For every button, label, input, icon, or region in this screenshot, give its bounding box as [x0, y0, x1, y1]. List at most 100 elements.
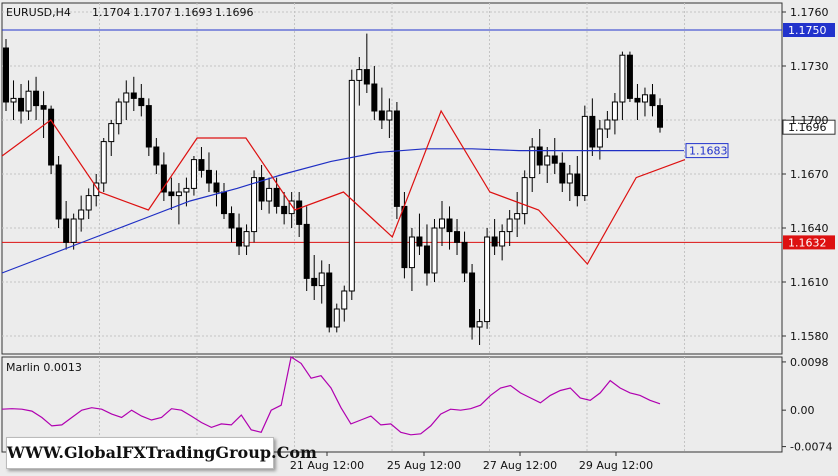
- bear-candle-body: [236, 227, 243, 247]
- candle: [213, 170, 220, 207]
- bear-candle-body: [589, 115, 596, 148]
- bear-candle-body: [296, 200, 303, 225]
- bear-candle-body: [213, 182, 220, 193]
- price-axis: 1.1760 1.1730 1.1700 1.1670 1.1640 1.1610 1.15…: [782, 6, 829, 343]
- candle: [581, 105, 588, 201]
- bear-candle-body: [536, 146, 543, 166]
- bear-candle-body: [205, 169, 212, 184]
- candle: [183, 177, 190, 207]
- bear-candle-body: [551, 155, 558, 164]
- bull-candle-body: [484, 236, 491, 323]
- bear-candle-body: [626, 54, 633, 99]
- y-tick-label: 1.1730: [790, 60, 829, 73]
- chart-title: EURUSD,H4: [6, 6, 71, 19]
- bear-candle-body: [258, 177, 265, 202]
- candle: [393, 102, 400, 219]
- candle: [454, 219, 461, 255]
- bear-candle-body: [454, 231, 461, 243]
- candle: [514, 192, 521, 237]
- bull-candle-body: [356, 69, 363, 81]
- candle: [446, 206, 453, 250]
- candle: [544, 147, 551, 183]
- candle: [303, 206, 310, 291]
- candle: [48, 105, 55, 174]
- bear-candle-body: [130, 92, 137, 99]
- candle: [641, 87, 648, 117]
- candle: [566, 165, 573, 201]
- y-tick-label: 1.1670: [790, 168, 829, 181]
- y-tick-label: 1.1580: [790, 330, 829, 343]
- ohlc-low: 1.1693: [174, 6, 213, 19]
- x-tick-label: 21 Aug 12:00: [290, 459, 364, 472]
- bull-candle-body: [408, 236, 415, 269]
- candle: [55, 156, 62, 228]
- price-levels: 1.1750 1.1632 1.1696: [2, 23, 836, 250]
- indicator-tick-label: -0.0074: [790, 441, 832, 454]
- candle: [461, 231, 468, 282]
- bear-candle-body: [393, 110, 400, 207]
- candle: [626, 51, 633, 102]
- bull-candle-body: [78, 209, 85, 220]
- bull-candle-body: [333, 308, 340, 328]
- bull-candle-body: [123, 92, 130, 103]
- level-label: 1.1750: [788, 24, 827, 37]
- bull-candle-body: [611, 101, 618, 121]
- bear-candle-body: [378, 110, 385, 121]
- blue-moving-average: [1, 148, 660, 274]
- candle: [408, 228, 415, 291]
- bull-candle-body: [439, 218, 445, 229]
- candle: [63, 201, 70, 250]
- bull-candle-body: [544, 155, 551, 166]
- candle: [175, 183, 182, 225]
- bear-candle-body: [63, 218, 70, 243]
- candle: [596, 120, 603, 160]
- candle: [40, 91, 47, 138]
- x-tick-label: 27 Aug 12:00: [483, 459, 557, 472]
- candle: [168, 177, 175, 210]
- last-price-box: [782, 119, 836, 135]
- bull-candle-body: [243, 231, 250, 247]
- candle: [258, 165, 265, 210]
- bear-candle-body: [401, 205, 408, 269]
- bull-candle-body: [499, 231, 506, 247]
- candle: [70, 213, 77, 250]
- candle: [78, 195, 85, 232]
- candle: [348, 69, 355, 300]
- candle: [296, 192, 303, 237]
- indicator-tick-label: 0.00: [790, 404, 815, 417]
- ohlc-close: 1.1696: [215, 6, 254, 19]
- level-label: 1.1632: [788, 236, 827, 249]
- bear-candle-body: [461, 241, 468, 274]
- candle: [281, 192, 288, 225]
- candle: [386, 98, 393, 138]
- candle: [198, 147, 205, 178]
- candle: [484, 228, 491, 329]
- level-label-box: [783, 23, 835, 37]
- candle: [130, 76, 137, 111]
- price-annotation: 1.1683: [660, 143, 729, 159]
- candle: [145, 98, 152, 156]
- bull-candle-body: [431, 227, 438, 274]
- candle: [318, 260, 325, 304]
- bear-candle-body: [446, 218, 453, 233]
- bull-candle-body: [566, 173, 573, 184]
- candle: [529, 138, 536, 192]
- candle: [649, 84, 656, 117]
- ohlc-open: 1.1704: [92, 6, 131, 19]
- indicator-axis: 0.0098 0.00 -0.0074: [782, 356, 832, 454]
- candle: [521, 170, 528, 225]
- candle: [363, 33, 370, 93]
- candle: [153, 138, 160, 174]
- candle: [10, 80, 17, 120]
- moving-averages: [1, 109, 686, 274]
- candle: [657, 98, 663, 133]
- indicator-title: Marlin 0.0013: [6, 361, 82, 374]
- candle: [85, 188, 92, 219]
- bull-candle-body: [85, 195, 92, 211]
- bear-candle-body: [469, 272, 476, 328]
- bull-candle-body: [288, 200, 295, 215]
- marlin-line: [1, 356, 661, 436]
- bull-candle-body: [10, 97, 17, 103]
- bull-candle-body: [93, 182, 100, 197]
